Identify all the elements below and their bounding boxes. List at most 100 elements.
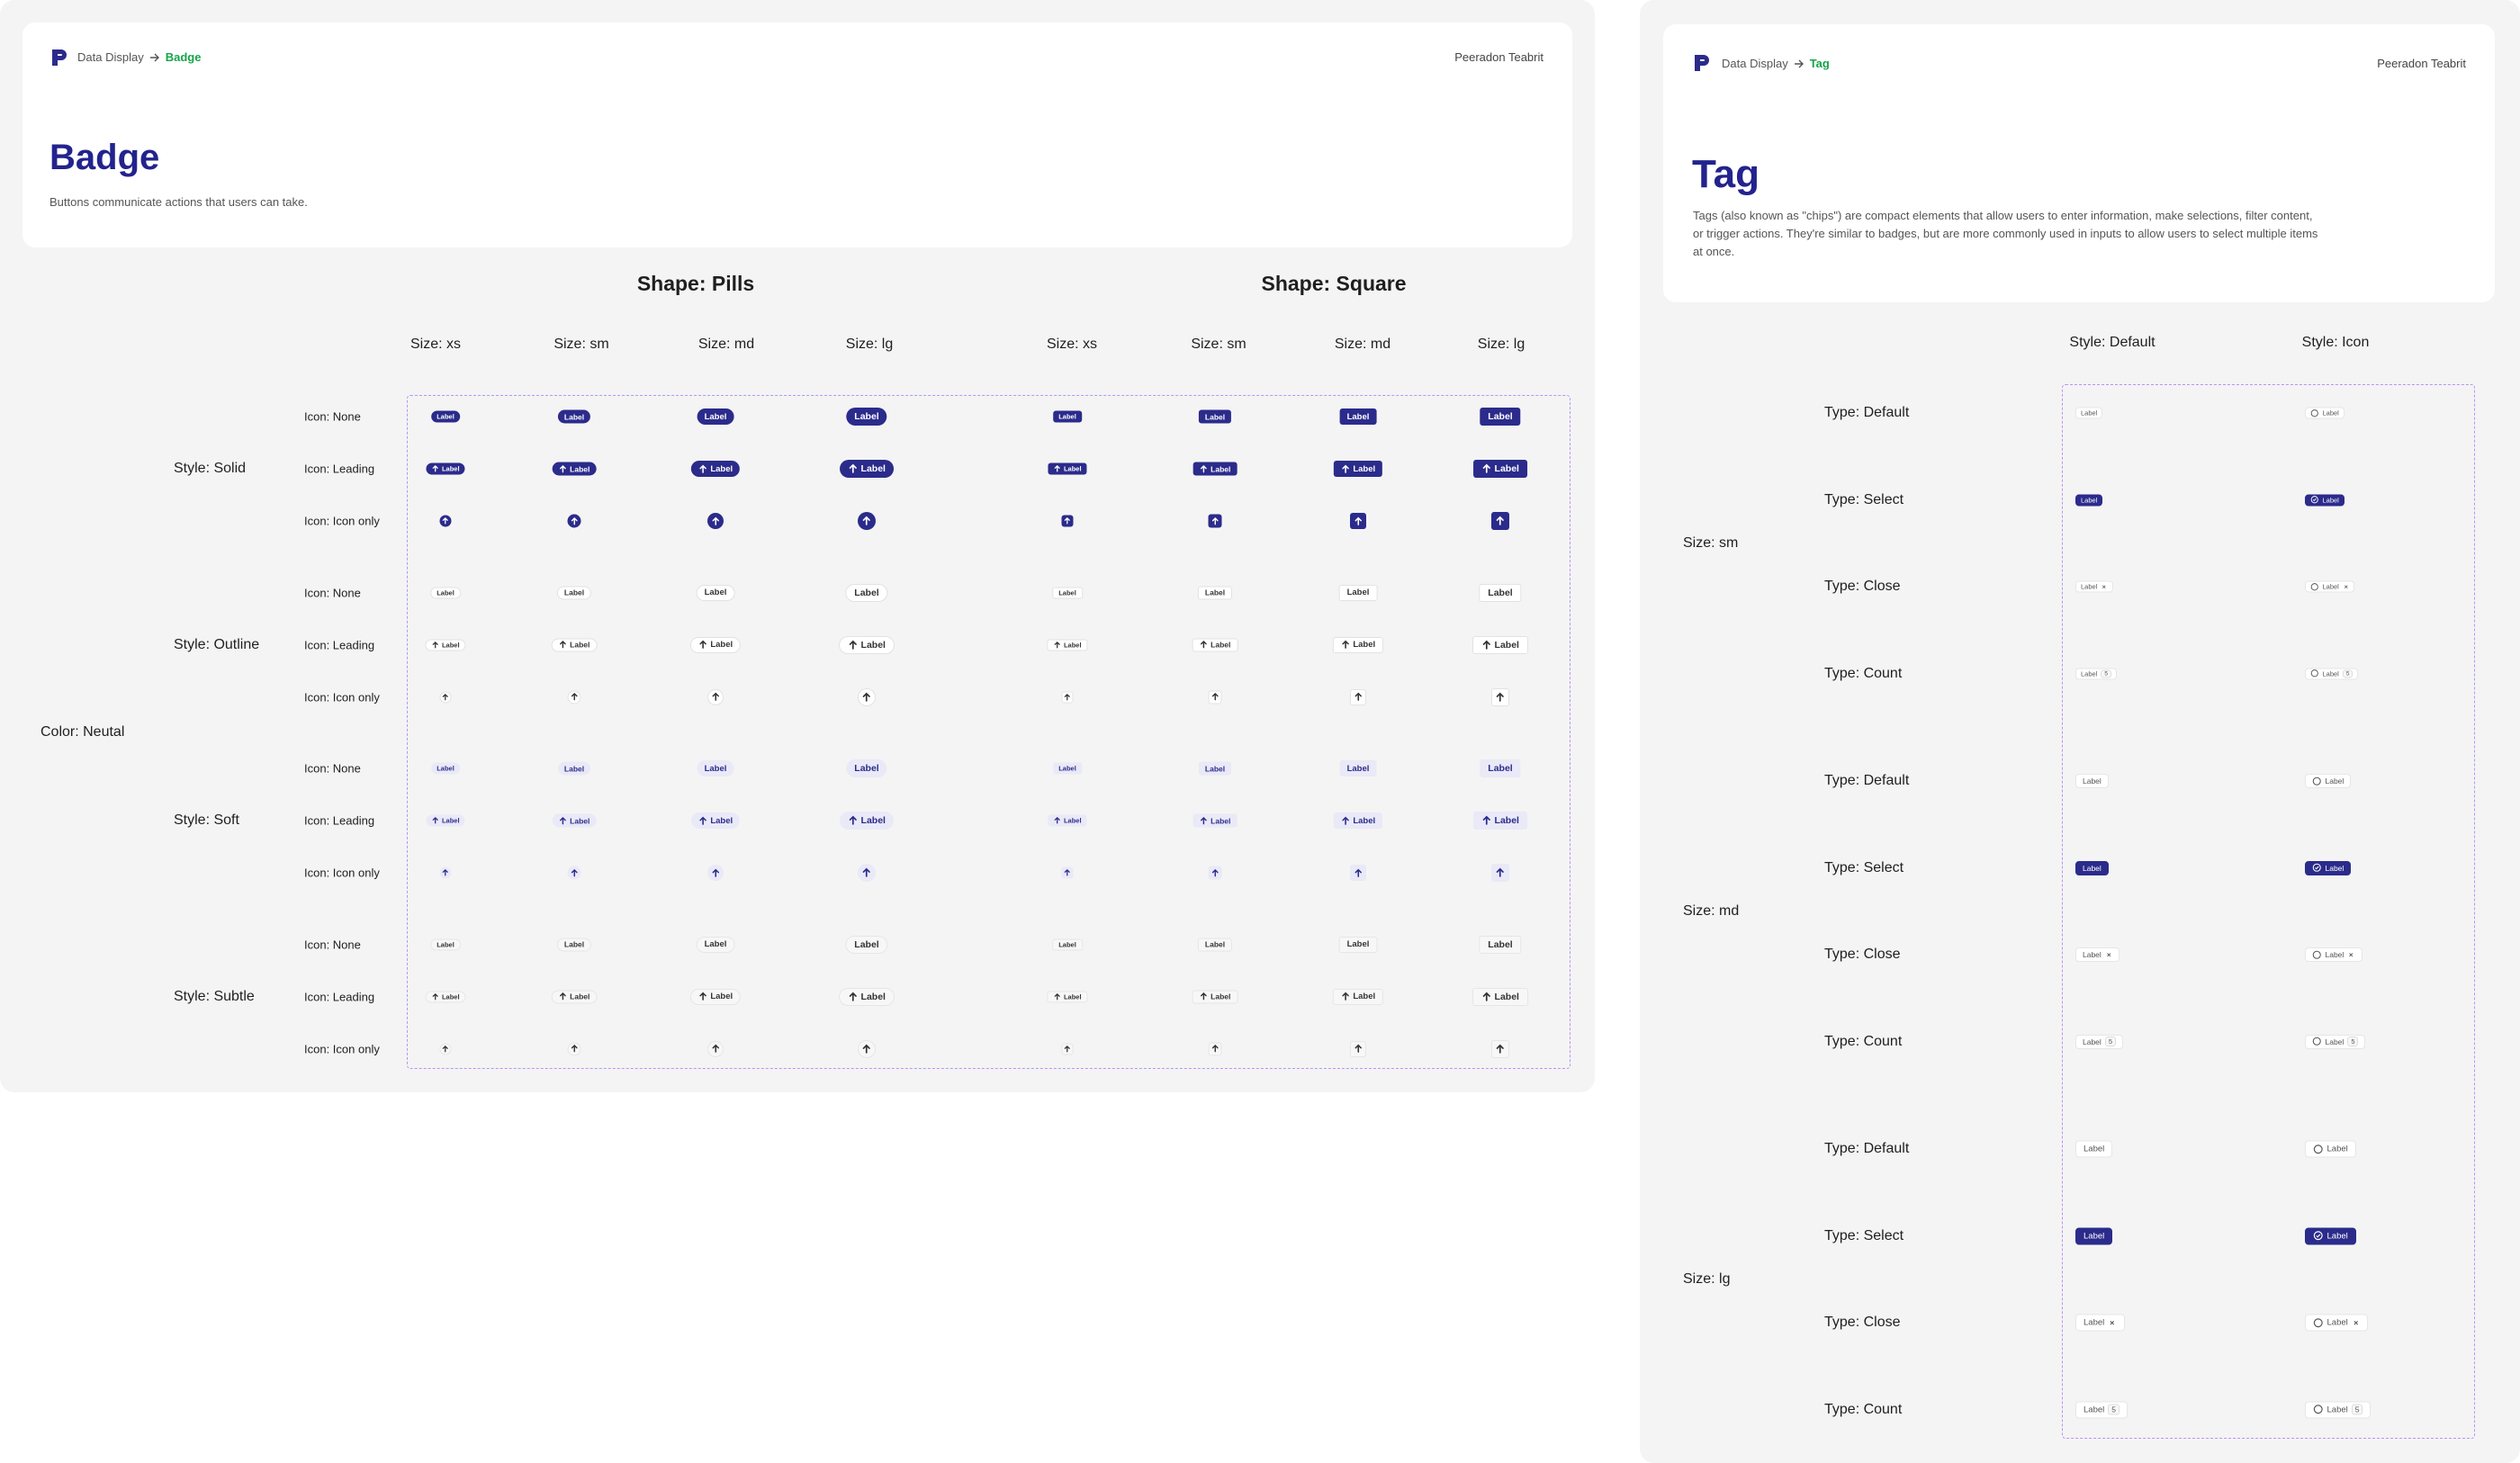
- icon-label: Icon: Leading: [304, 813, 375, 828]
- icon-label: Icon: None: [304, 409, 361, 424]
- badge-header: Data Display Badge Peeradon Teabrit Badg…: [22, 22, 1572, 247]
- badge: Label: [1480, 759, 1521, 777]
- badge: Label: [690, 812, 741, 829]
- arrow-icon: [432, 817, 438, 824]
- badge: Label: [431, 762, 460, 775]
- badge: Label: [431, 410, 460, 423]
- badge-label: Label: [1488, 763, 1513, 774]
- badge-label: Label: [563, 939, 585, 949]
- badge-label: Label: [1063, 816, 1082, 825]
- icon-label: Icon: None: [304, 938, 361, 951]
- size-label: Size: sm: [1683, 534, 1739, 551]
- tag-label: Label: [2325, 1037, 2344, 1046]
- badge: Label: [552, 813, 597, 828]
- badge: Label: [839, 987, 895, 1006]
- badge: Label: [1052, 938, 1083, 950]
- tag: Label: [2305, 407, 2344, 419]
- badge: Label: [1472, 635, 1528, 654]
- badge-label: Label: [1210, 464, 1231, 473]
- arrow-icon: [560, 816, 566, 825]
- circle-icon: [2312, 1037, 2321, 1046]
- tag: Label: [2075, 1140, 2113, 1158]
- badge-label: Label: [1494, 463, 1519, 474]
- close-icon: [2102, 585, 2106, 588]
- badge: Label: [1333, 461, 1383, 477]
- badge-label: Label: [1353, 463, 1376, 474]
- arrow-icon: [1064, 517, 1071, 525]
- arrow-icon: [442, 1045, 449, 1053]
- page-title: Badge: [50, 138, 160, 177]
- badge-label: Label: [1063, 464, 1082, 473]
- circle-icon: [2310, 669, 2318, 678]
- size-heading: Size: lg: [845, 337, 894, 352]
- arrow-icon: [1211, 1045, 1219, 1053]
- badge: Label: [425, 639, 466, 651]
- tag: Label: [2075, 407, 2103, 419]
- tag: Label 5: [2075, 668, 2117, 679]
- badge: Label: [1339, 408, 1377, 425]
- badge: Label: [552, 462, 597, 476]
- close-icon: [2354, 1320, 2358, 1325]
- circle-icon: [2313, 1405, 2323, 1414]
- size-label: Size: md: [1683, 902, 1740, 919]
- variant-frame: [407, 395, 1570, 1069]
- badge-label: Label: [860, 463, 886, 474]
- badge: Label: [556, 586, 592, 599]
- type-label: Type: Count: [1824, 665, 1903, 681]
- arrow-icon: [1054, 641, 1060, 649]
- variant-frame: [2062, 384, 2475, 1439]
- badge: Label: [840, 460, 894, 478]
- arrow-icon: [1342, 464, 1349, 473]
- badge: [858, 864, 876, 882]
- badge-label: Label: [1210, 816, 1231, 825]
- badge-label: Label: [710, 992, 734, 1001]
- arrow-icon: [432, 465, 438, 472]
- badge: [1061, 1043, 1074, 1055]
- badge-label: Label: [436, 940, 454, 948]
- tag: Label: [2075, 494, 2103, 506]
- tag: Label 5: [2075, 1034, 2123, 1049]
- size-heading: Size: xs: [1046, 337, 1098, 352]
- badge: Label: [697, 760, 734, 776]
- badge: [858, 512, 876, 530]
- arrow-icon: [712, 516, 719, 525]
- tag-label: Label: [2326, 1144, 2348, 1154]
- breadcrumb-section: Data Display: [77, 50, 144, 64]
- arrow-icon: [1201, 992, 1207, 1001]
- arrow-icon: [442, 517, 449, 525]
- style-label: Style: Subtle: [174, 988, 255, 1004]
- badge-label: Label: [1488, 938, 1513, 950]
- tag-label: Label: [2326, 1231, 2348, 1241]
- tag: Label 5: [2305, 1401, 2372, 1418]
- badge-label: Label: [1058, 588, 1076, 597]
- circle-icon: [2310, 582, 2318, 591]
- arrow-icon: [849, 463, 857, 474]
- badge-label: Label: [1488, 587, 1513, 598]
- badge: Label: [551, 638, 598, 651]
- badge-label: Label: [860, 991, 886, 1002]
- badge-label: Label: [1494, 991, 1519, 1002]
- arrow-icon: [1211, 516, 1219, 525]
- arrow-icon: [1482, 463, 1490, 474]
- tag-label: Label: [2084, 1405, 2105, 1414]
- arrow-icon: [699, 464, 706, 473]
- tag: Label: [2305, 1314, 2369, 1332]
- arrow-icon: [442, 869, 449, 876]
- circle-icon: [2310, 408, 2318, 417]
- arrow-icon: [1354, 692, 1362, 702]
- badge-label: Label: [436, 588, 454, 597]
- tag: Label: [2305, 1227, 2356, 1244]
- badge: Label: [1197, 938, 1233, 951]
- icon-label: Icon: Leading: [304, 462, 375, 476]
- tag: Label: [2305, 947, 2362, 962]
- arrow-icon: [1054, 465, 1060, 472]
- badge: [1208, 514, 1222, 528]
- breadcrumb: Data Display Badge: [77, 50, 201, 64]
- arrow-icon: [1064, 693, 1071, 701]
- size-heading: Size: md: [698, 337, 755, 352]
- badge-label: Label: [704, 939, 727, 949]
- badge-label: Label: [441, 464, 460, 473]
- badge-label: Label: [1494, 639, 1519, 651]
- arrow-icon: [862, 516, 871, 526]
